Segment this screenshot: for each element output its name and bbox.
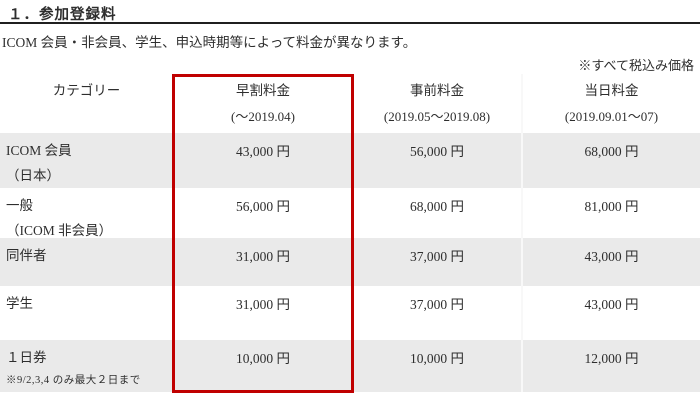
intro-text: ICOM 会員・非会員、学生、申込時期等によって料金が異なります。 (2, 35, 417, 50)
category-cell: 同伴者 (0, 238, 173, 286)
category-label-line2: （日本） (6, 168, 60, 183)
price-cell: 56,000 円 (410, 144, 464, 159)
price-cell: 37,000 円 (410, 249, 464, 264)
header-label: 早割料金 (236, 83, 290, 98)
category-label-line2: （ICOM 非会員） (6, 223, 113, 238)
category-label: 同伴者 (6, 248, 47, 263)
header-label: カテゴリー (52, 83, 121, 98)
tax-note: ※すべて税込み価格 (578, 58, 694, 73)
price-cell: 10,000 円 (236, 351, 290, 366)
price-cell: 68,000 円 (521, 133, 700, 188)
category-cell: 学生 (0, 286, 173, 340)
header-cell-category: カテゴリー (0, 74, 173, 133)
category-label: 学生 (6, 296, 33, 311)
price-cell: 10,000 円 (410, 351, 464, 366)
page-title: １．参加登録料 (8, 7, 117, 23)
header-label: 事前料金 (410, 83, 464, 98)
table-row-icom-member: ICOM 会員 （日本） 43,000 円 56,000 円 68,000 円 (0, 133, 700, 188)
price-cell: 56,000 円 (236, 199, 290, 214)
price-cell: 31,000 円 (236, 249, 290, 264)
price-cell: 43,000 円 (521, 238, 700, 286)
price-table: カテゴリー 早割料金 (～2019.04) 事前料金 (2019.05～2019… (0, 74, 700, 392)
header-sublabel: (～2019.04) (231, 109, 295, 124)
category-cell: １日券 ※9/2,3,4 のみ最大２日まで (0, 340, 173, 392)
price-cell: 68,000 円 (410, 199, 464, 214)
header-cell-onsite-fee: 当日料金 (2019.09.01～07) (521, 74, 700, 133)
category-label: １日券 (6, 350, 47, 365)
price-cell: 43,000 円 (521, 286, 700, 340)
header-sublabel: (2019.05～2019.08) (383, 109, 491, 124)
header-sublabel: (2019.09.01～07) (564, 109, 659, 124)
price-cell: 12,000 円 (521, 340, 700, 392)
category-label: 一般 (6, 198, 33, 213)
table-row-companion: 同伴者 31,000 円 37,000 円 43,000 円 (0, 238, 700, 286)
category-cell: 一般 （ICOM 非会員） (0, 188, 173, 243)
header-cell-advance-fee: 事前料金 (2019.05～2019.08) (353, 74, 521, 133)
price-cell: 37,000 円 (410, 297, 464, 312)
table-row-student: 学生 31,000 円 37,000 円 43,000 円 (0, 286, 700, 340)
price-cell: 81,000 円 (521, 188, 700, 243)
header-label: 当日料金 (584, 83, 639, 98)
header-cell-early-fee: 早割料金 (～2019.04) (173, 74, 353, 133)
title-underline: １．参加登録料 (0, 0, 700, 24)
category-label: ICOM 会員 (6, 143, 72, 158)
category-note: ※9/2,3,4 のみ最大２日まで (6, 375, 141, 386)
header-row: カテゴリー 早割料金 (～2019.04) 事前料金 (2019.05～2019… (0, 74, 700, 133)
price-cell: 31,000 円 (236, 297, 290, 312)
table-row-one-day-ticket: １日券 ※9/2,3,4 のみ最大２日まで 10,000 円 10,000 円 … (0, 340, 700, 392)
category-cell: ICOM 会員 （日本） (0, 133, 173, 188)
price-cell: 43,000 円 (236, 144, 290, 159)
table-row-general: 一般 （ICOM 非会員） 56,000 円 68,000 円 81,000 円 (0, 188, 700, 243)
